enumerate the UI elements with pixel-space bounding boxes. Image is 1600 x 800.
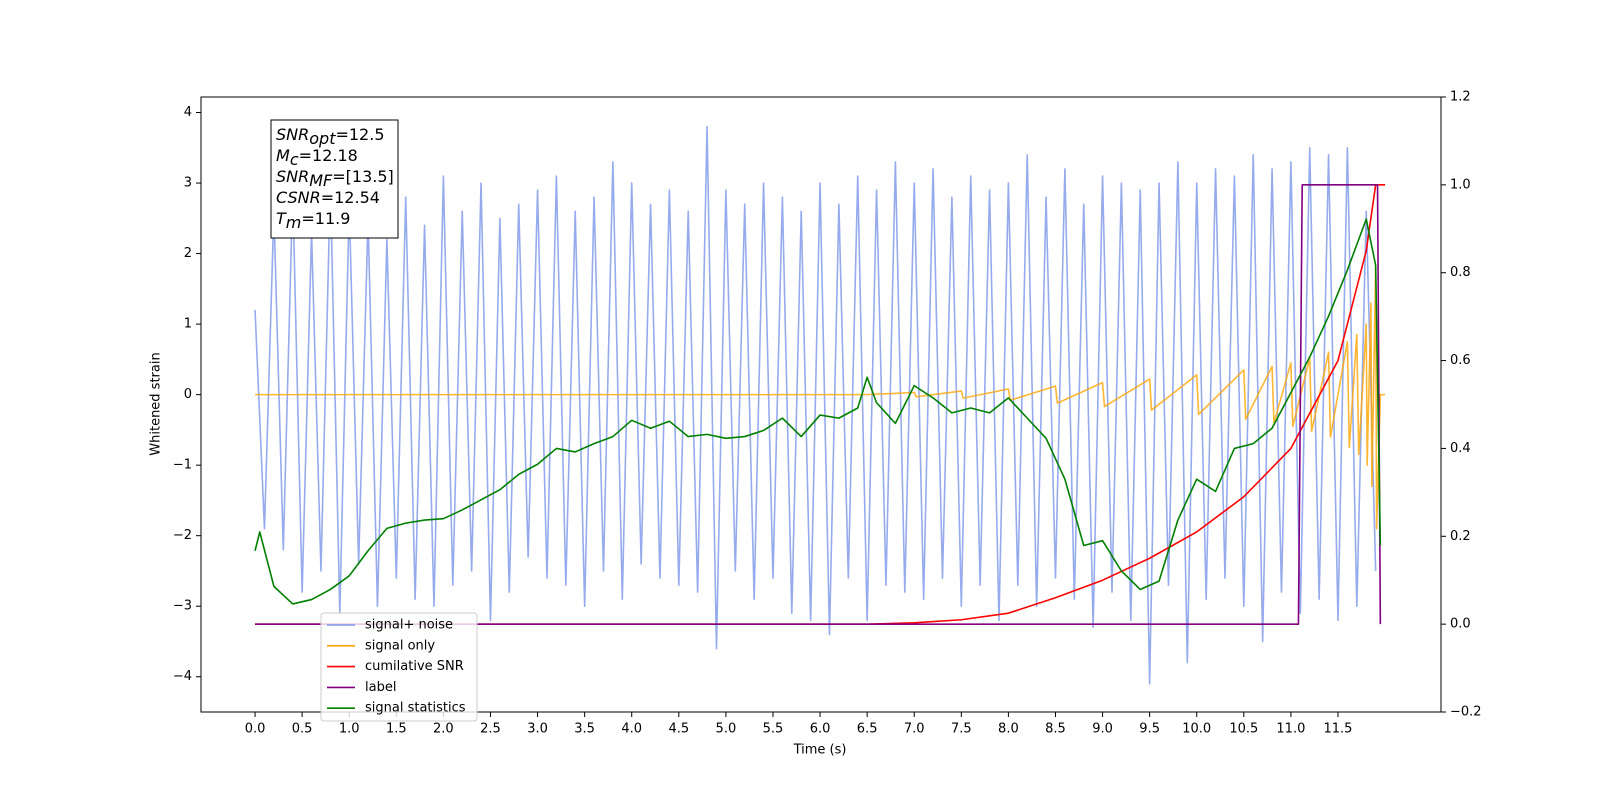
series-line: [255, 266, 1386, 530]
legend-label: label: [365, 680, 396, 695]
legend-label: signal only: [365, 638, 435, 653]
x-tick-label: 5.0: [716, 722, 737, 737]
y-axis-label: Whitened strain: [149, 352, 164, 455]
annotation-line: Mc=12.18: [276, 146, 358, 169]
y-tick-label: −2: [173, 528, 192, 543]
annotation-value: =[13.5]: [332, 167, 394, 186]
x-tick-label: 1.5: [386, 722, 407, 737]
x-tick-label: 2.0: [433, 722, 454, 737]
y2-tick-label: 1.2: [1450, 90, 1471, 105]
y2-tick-label: 1.0: [1450, 177, 1471, 192]
x-tick-label: 9.0: [1092, 722, 1113, 737]
annotation-subscript: c: [290, 150, 299, 169]
y-tick-label: −4: [173, 669, 192, 684]
series-line: [254, 125, 1377, 685]
annotation-symbol: T: [276, 209, 287, 228]
legend-label: cumilative SNR: [365, 659, 464, 674]
x-tick-label: 11.0: [1276, 722, 1305, 737]
x-tick-label: 2.5: [480, 722, 501, 737]
annotation-symbol: M: [276, 146, 290, 165]
y2-tick-label: 0.4: [1450, 441, 1471, 456]
annotation-line: Tm=11.9: [276, 209, 350, 232]
annotation-subscript: m: [286, 213, 302, 232]
y-tick-label: −3: [173, 599, 192, 614]
annotation-line: SNRMF=[13.5]: [276, 167, 394, 190]
x-tick-label: 11.5: [1324, 722, 1353, 737]
x-tick-label: 0.5: [292, 722, 313, 737]
y2-tick-label: 0.8: [1450, 265, 1471, 280]
y-tick-label: 4: [184, 105, 192, 120]
legend-label: signal+ noise: [365, 618, 453, 633]
annotation-symbol: SNR: [276, 167, 309, 186]
annotation-box: SNRopt=12.5Mc=12.18SNRMF=[13.5]CSNR=12.5…: [270, 119, 399, 239]
x-axis-label: Time (s): [793, 743, 847, 758]
y-tick-label: 1: [184, 317, 192, 332]
y2-tick-label: 0.6: [1450, 353, 1471, 368]
x-tick-label: 1.0: [339, 722, 360, 737]
y-tick-label: 0: [184, 387, 192, 402]
annotation-line: CSNR=12.54: [276, 188, 380, 207]
x-tick-label: 6.0: [810, 722, 831, 737]
series-line: [254, 218, 1382, 605]
legend-frame: [320, 612, 478, 722]
series-line: [255, 184, 1382, 625]
x-tick-label: 0.0: [245, 722, 266, 737]
annotation-symbol: SNR: [276, 125, 309, 144]
x-tick-label: 4.0: [621, 722, 642, 737]
y2-tick-label: 0.2: [1450, 529, 1471, 544]
series-line: [255, 184, 1386, 625]
plot-layer: [254, 125, 1386, 685]
annotation-subscript: opt: [309, 129, 336, 148]
x-tick-label: 3.5: [574, 722, 595, 737]
x-tick-label: 8.0: [998, 722, 1019, 737]
legend-label: signal statistics: [365, 701, 466, 716]
y2-tick-label: 0.0: [1450, 617, 1471, 632]
x-tick-label: 10.5: [1229, 722, 1258, 737]
annotation-value: =12.5: [335, 125, 384, 144]
x-tick-label: 3.0: [527, 722, 548, 737]
annotation-value: =11.9: [301, 209, 350, 228]
y2-tick-label: −0.2: [1450, 705, 1482, 720]
x-tick-label: 6.5: [857, 722, 878, 737]
annotation-subscript: MF: [309, 171, 333, 190]
y-tick-label: −1: [173, 458, 192, 473]
annotation-symbol: CSNR: [276, 188, 321, 207]
annotation-line: SNRopt=12.5: [276, 125, 385, 148]
x-tick-label: 7.0: [904, 722, 925, 737]
x-tick-label: 5.5: [763, 722, 784, 737]
y-tick-label: 2: [184, 246, 192, 261]
x-tick-label: 4.5: [668, 722, 689, 737]
x-tick-label: 9.5: [1139, 722, 1160, 737]
annotation-frame: [270, 119, 399, 239]
y-tick-label: 3: [184, 176, 192, 191]
x-tick-label: 10.0: [1182, 722, 1211, 737]
axes-frame: [200, 96, 1442, 713]
legend: signal+ noise signal only cumilative SNR la…: [320, 612, 478, 722]
annotation-value: =12.54: [321, 188, 380, 207]
annotation-value: =12.18: [299, 146, 358, 165]
x-tick-label: 8.5: [1045, 722, 1066, 737]
x-tick-label: 7.5: [951, 722, 972, 737]
